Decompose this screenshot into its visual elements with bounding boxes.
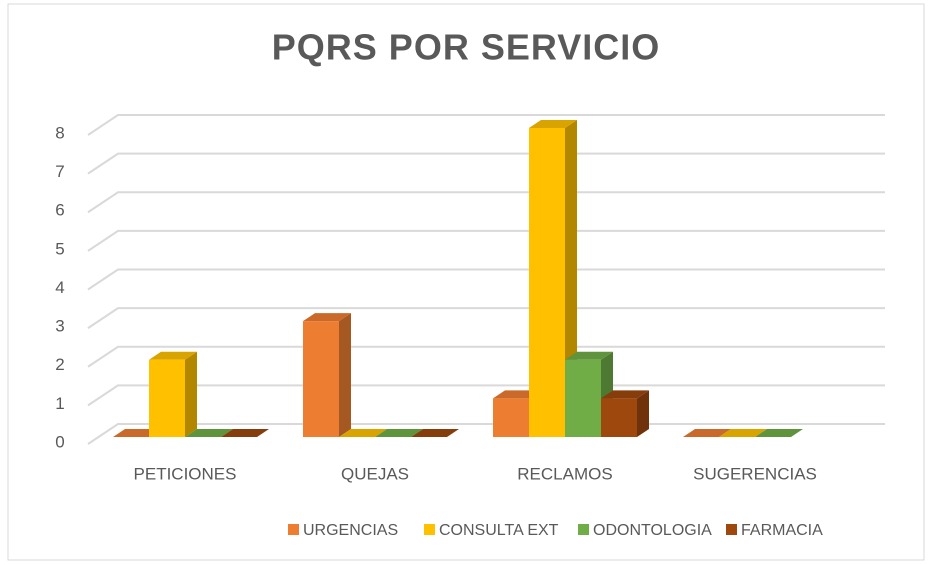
bar <box>755 429 803 437</box>
legend-swatch <box>288 524 299 535</box>
bar-face <box>375 429 423 437</box>
bar <box>339 429 387 437</box>
x-tick-label: RECLAMOS <box>517 464 612 483</box>
bar <box>683 429 731 437</box>
bar-face <box>411 429 459 437</box>
grid-line <box>87 268 885 291</box>
bar-face <box>339 429 387 437</box>
legend-label: CONSULTA EXT <box>439 522 559 539</box>
y-tick-label: 0 <box>55 432 64 451</box>
legend-label: FARMACIA <box>741 522 823 539</box>
legend-swatch <box>726 524 737 535</box>
grid-line <box>87 152 885 175</box>
x-tick-label: QUEJAS <box>341 464 409 483</box>
bar <box>149 351 197 437</box>
y-tick-label: 8 <box>55 123 64 142</box>
y-tick-label: 7 <box>55 162 64 181</box>
bar <box>411 429 459 437</box>
bar-face <box>339 313 351 437</box>
bar-face <box>149 359 185 437</box>
y-tick-label: 4 <box>55 278 64 297</box>
grid-line <box>87 384 885 407</box>
grid-line <box>87 229 885 252</box>
x-tick-label: SUGERENCIAS <box>693 464 817 483</box>
bar-face <box>637 390 649 437</box>
y-tick-label: 6 <box>55 201 64 220</box>
bar-face <box>221 429 269 437</box>
grid-line <box>87 307 885 329</box>
bar-face <box>149 351 197 360</box>
y-tick-label: 3 <box>55 317 64 336</box>
legend-swatch <box>424 524 435 535</box>
bar-face <box>303 313 351 322</box>
bar-face <box>303 321 339 437</box>
chart-title: PQRS POR SERVICIO <box>272 27 660 68</box>
legend-swatch <box>578 524 589 535</box>
y-tick-label: 1 <box>55 394 64 413</box>
x-tick-label: PETICIONES <box>134 464 237 483</box>
bar-face <box>601 390 649 399</box>
y-tick-label: 5 <box>55 239 64 258</box>
bar <box>303 313 351 437</box>
bar-face <box>719 429 767 437</box>
bar <box>375 429 423 437</box>
y-tick-label: 2 <box>55 355 64 374</box>
bar-face <box>565 351 613 360</box>
bar-face <box>529 120 577 128</box>
bar <box>221 429 269 437</box>
bar <box>719 429 767 437</box>
legend-label: URGENCIAS <box>303 522 398 539</box>
bar-face <box>755 429 803 437</box>
bar <box>185 429 233 437</box>
bar-face <box>601 398 637 437</box>
legend-label: ODONTOLOGIA <box>593 522 712 539</box>
bar-face <box>529 128 565 437</box>
grid-line <box>87 191 885 214</box>
bar-face <box>185 429 233 437</box>
chart-frame <box>7 3 925 561</box>
bar-face <box>565 359 601 437</box>
bar <box>601 390 649 437</box>
grid-line <box>87 345 885 368</box>
bar-face <box>683 429 731 437</box>
bar-face <box>185 351 197 437</box>
grid-line <box>87 114 885 136</box>
bar-face <box>493 398 529 437</box>
